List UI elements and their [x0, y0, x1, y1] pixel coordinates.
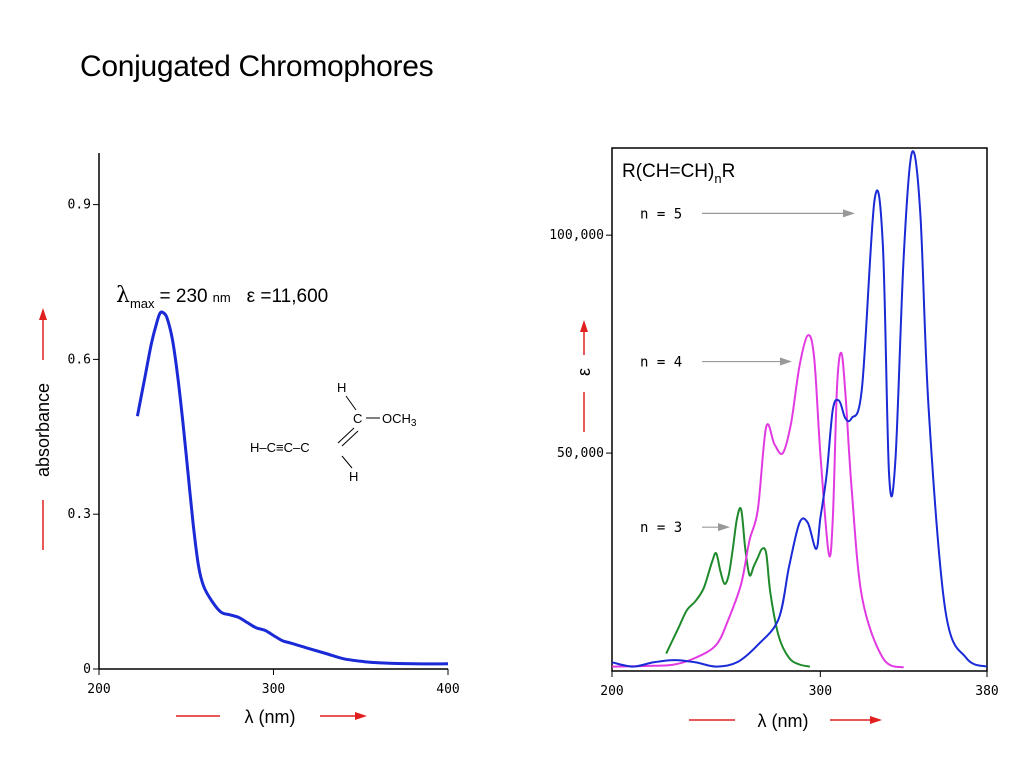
- x-tick-label: 300: [262, 682, 285, 697]
- curve-n-5: [611, 150, 988, 668]
- molecular-structure: H C OCH3 H–C≡C–C H: [250, 380, 417, 484]
- y-tick-label: 0: [83, 662, 91, 677]
- x-axis-arrowhead: [870, 716, 882, 724]
- pointer-arrowhead: [843, 209, 855, 218]
- y-axis-label-group: ε: [574, 320, 594, 432]
- y-tick-label: 0.9: [68, 198, 91, 213]
- structure-h-top: H: [337, 380, 346, 395]
- x-axis-label: λ (nm): [245, 707, 296, 727]
- y-axis-arrowhead: [580, 320, 588, 332]
- y-axis-label: absorbance: [33, 383, 53, 477]
- x-tick-label: 200: [600, 684, 623, 699]
- structure-alkyne: H–C≡C–C: [250, 440, 310, 455]
- series-label: n = 5: [640, 206, 682, 222]
- structure-h-bottom: H: [349, 469, 358, 484]
- y-tick-label: 50,000: [557, 446, 604, 461]
- double-bond-a: [337, 427, 355, 444]
- lambda-max-annotation: λmax = 230 nm ε =11,600: [116, 283, 328, 311]
- slide-title: Conjugated Chromophores: [80, 50, 434, 83]
- plot-frame: [611, 147, 988, 672]
- bond-h-top: [345, 395, 357, 411]
- series-label: n = 4: [640, 355, 682, 371]
- curve-n-4: [611, 334, 905, 669]
- x-tick-label: 400: [436, 682, 459, 697]
- formula-title: R(CH=CH)nR: [622, 161, 735, 186]
- absorbance-curve: [135, 310, 449, 666]
- y-tick-label: 100,000: [549, 228, 604, 243]
- structure-och3: OCH3: [382, 411, 417, 429]
- y-axis-label: ε: [574, 368, 594, 376]
- structure-c-right: C: [353, 411, 362, 426]
- x-tick-label: 380: [975, 684, 998, 699]
- x-axis-arrowhead: [355, 712, 367, 720]
- x-axis-label-group: λ (nm): [176, 707, 367, 727]
- y-axis-arrowhead: [39, 308, 47, 320]
- x-axis-label: λ (nm): [758, 711, 809, 731]
- curve-n-3: [665, 507, 811, 668]
- x-axis-label-group: λ (nm): [689, 711, 882, 731]
- pointer-arrowhead: [718, 523, 730, 532]
- bond-h-bottom: [341, 455, 353, 469]
- y-axis-label-group: absorbance: [33, 308, 53, 550]
- series-label: n = 3: [640, 520, 682, 536]
- y-tick-label: 0.3: [68, 507, 91, 522]
- pointer-arrowhead: [780, 357, 792, 366]
- y-tick-label: 0.6: [68, 352, 91, 367]
- double-bond-b: [341, 430, 359, 447]
- x-tick-label: 300: [809, 684, 832, 699]
- x-tick-label: 200: [87, 682, 110, 697]
